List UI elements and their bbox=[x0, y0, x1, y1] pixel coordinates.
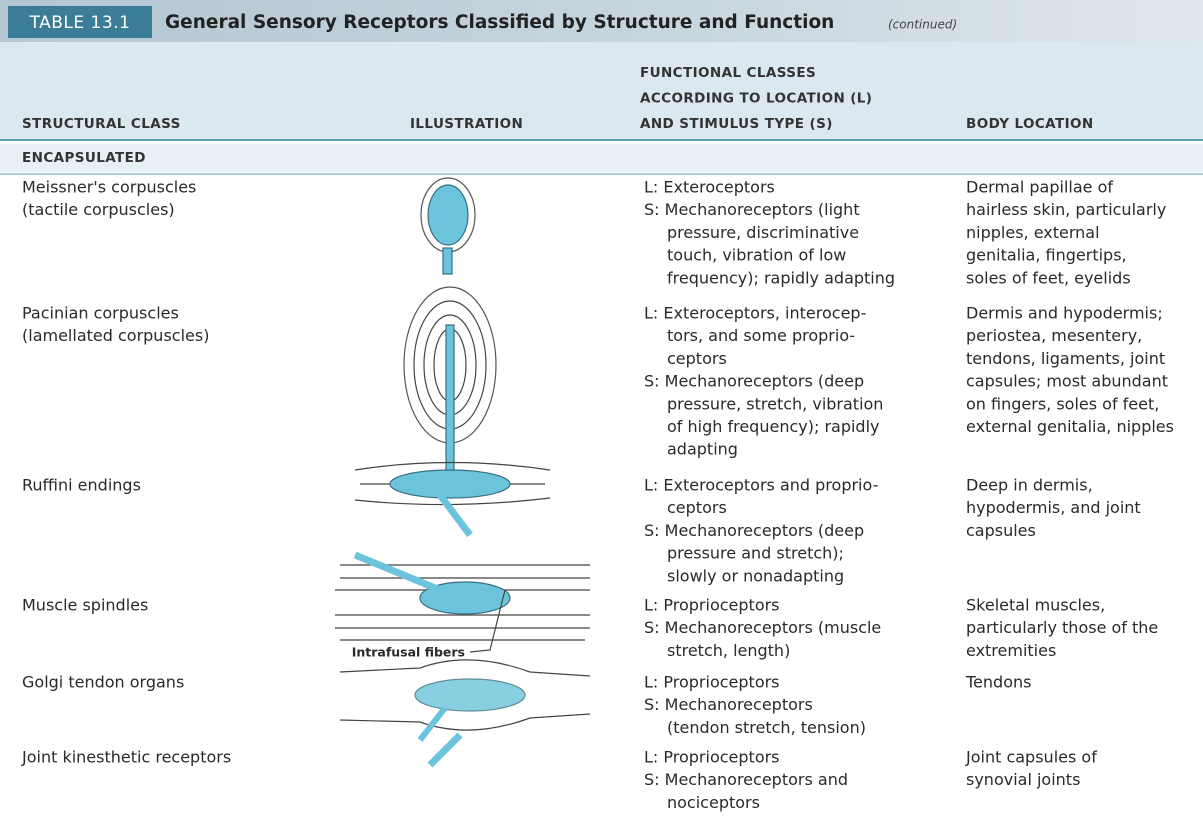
section-label: ENCAPSULATED bbox=[22, 150, 146, 166]
functional-class: touch, vibration of low bbox=[667, 246, 846, 265]
functional-class: ceptors bbox=[667, 349, 727, 368]
functional-class: L: Exteroceptors bbox=[644, 178, 775, 197]
title-bar bbox=[0, 0, 1203, 42]
joint-illustration bbox=[427, 732, 463, 768]
body-location: periostea, mesentery, bbox=[966, 326, 1142, 345]
functional-class: pressure, discriminative bbox=[667, 223, 859, 242]
structural-class: Ruffini endings bbox=[22, 476, 141, 495]
body-location: extremities bbox=[966, 641, 1056, 660]
figure-label: Intrafusal fibers bbox=[352, 645, 465, 660]
title-note: (continued) bbox=[888, 18, 957, 32]
column-header: ILLUSTRATION bbox=[410, 116, 523, 132]
functional-class: stretch, length) bbox=[667, 641, 790, 660]
body-location: genitalia, fingertips, bbox=[966, 246, 1127, 265]
functional-class: S: Mechanoreceptors (light bbox=[644, 200, 860, 219]
functional-class: adapting bbox=[667, 440, 738, 459]
structural-class: Joint kinesthetic receptors bbox=[21, 748, 231, 767]
header-band bbox=[0, 42, 1203, 140]
body-location: hairless skin, particularly bbox=[966, 200, 1166, 219]
functional-class: tors, and some proprio- bbox=[667, 326, 855, 345]
functional-class: (tendon stretch, tension) bbox=[667, 718, 866, 737]
functional-class: pressure, stretch, vibration bbox=[667, 394, 883, 413]
structural-class: Muscle spindles bbox=[22, 596, 148, 615]
functional-class: L: Proprioceptors bbox=[644, 748, 780, 767]
structural-class: Meissner's corpuscles bbox=[22, 178, 196, 197]
ruffini-illustration bbox=[354, 461, 551, 538]
structural-class: (tactile corpuscles) bbox=[22, 200, 175, 219]
functional-class: S: Mechanoreceptors (deep bbox=[644, 521, 864, 540]
table-number-box bbox=[8, 6, 152, 38]
functional-class: of high frequency); rapidly bbox=[667, 417, 880, 436]
functional-class: S: Mechanoreceptors bbox=[644, 695, 813, 714]
functional-class: ceptors bbox=[667, 498, 727, 517]
column-header: FUNCTIONAL CLASSES bbox=[640, 65, 816, 81]
functional-class: S: Mechanoreceptors (muscle bbox=[644, 618, 881, 637]
functional-class: L: Exteroceptors and proprio- bbox=[644, 476, 878, 495]
body-location: Dermal papillae of bbox=[966, 178, 1113, 197]
body-location: capsules; most abundant bbox=[966, 372, 1168, 391]
functional-class: frequency); rapidly adapting bbox=[667, 268, 895, 287]
table-title: General Sensory Receptors Classified by … bbox=[165, 12, 834, 33]
column-header: STRUCTURAL CLASS bbox=[22, 116, 181, 132]
structural-class: (lamellated corpuscles) bbox=[22, 326, 209, 345]
structural-class: Pacinian corpuscles bbox=[22, 304, 179, 323]
structural-class: Golgi tendon organs bbox=[22, 673, 184, 692]
functional-class: pressure and stretch); bbox=[667, 544, 844, 563]
section-band bbox=[0, 144, 1203, 172]
body-location: soles of feet, eyelids bbox=[966, 268, 1131, 287]
body-location: hypodermis, and joint bbox=[966, 498, 1141, 517]
functional-class: slowly or nonadapting bbox=[667, 566, 844, 585]
pacinian-illustration bbox=[403, 286, 497, 481]
golgi-illustration bbox=[339, 659, 591, 742]
muscle-spindle-illustration bbox=[335, 551, 590, 653]
functional-class: S: Mechanoreceptors and bbox=[644, 770, 848, 789]
body-location: Joint capsules of bbox=[965, 748, 1097, 767]
body-location: synovial joints bbox=[966, 770, 1080, 789]
body-location: Tendons bbox=[965, 673, 1031, 692]
column-header: BODY LOCATION bbox=[966, 116, 1094, 132]
functional-class: S: Mechanoreceptors (deep bbox=[644, 372, 864, 391]
body-location: external genitalia, nipples bbox=[966, 417, 1174, 436]
body-location: nipples, external bbox=[966, 223, 1100, 242]
body-location: on fingers, soles of feet, bbox=[966, 394, 1159, 413]
body-location: Deep in dermis, bbox=[966, 476, 1093, 495]
functional-class: L: Proprioceptors bbox=[644, 673, 780, 692]
column-header: AND STIMULUS TYPE (S) bbox=[640, 116, 833, 132]
functional-class: nociceptors bbox=[667, 793, 760, 812]
column-header: ACCORDING TO LOCATION (L) bbox=[640, 91, 872, 107]
meissner-illustration bbox=[420, 177, 476, 275]
table-number: TABLE 13.1 bbox=[29, 13, 131, 33]
body-location: Skeletal muscles, bbox=[966, 596, 1105, 615]
body-location: capsules bbox=[966, 521, 1036, 540]
body-location: tendons, ligaments, joint bbox=[966, 349, 1165, 368]
functional-class: L: Proprioceptors bbox=[644, 596, 780, 615]
body-location: particularly those of the bbox=[966, 618, 1158, 637]
functional-class: L: Exteroceptors, interocep- bbox=[644, 304, 866, 323]
body-location: Dermis and hypodermis; bbox=[966, 304, 1163, 323]
